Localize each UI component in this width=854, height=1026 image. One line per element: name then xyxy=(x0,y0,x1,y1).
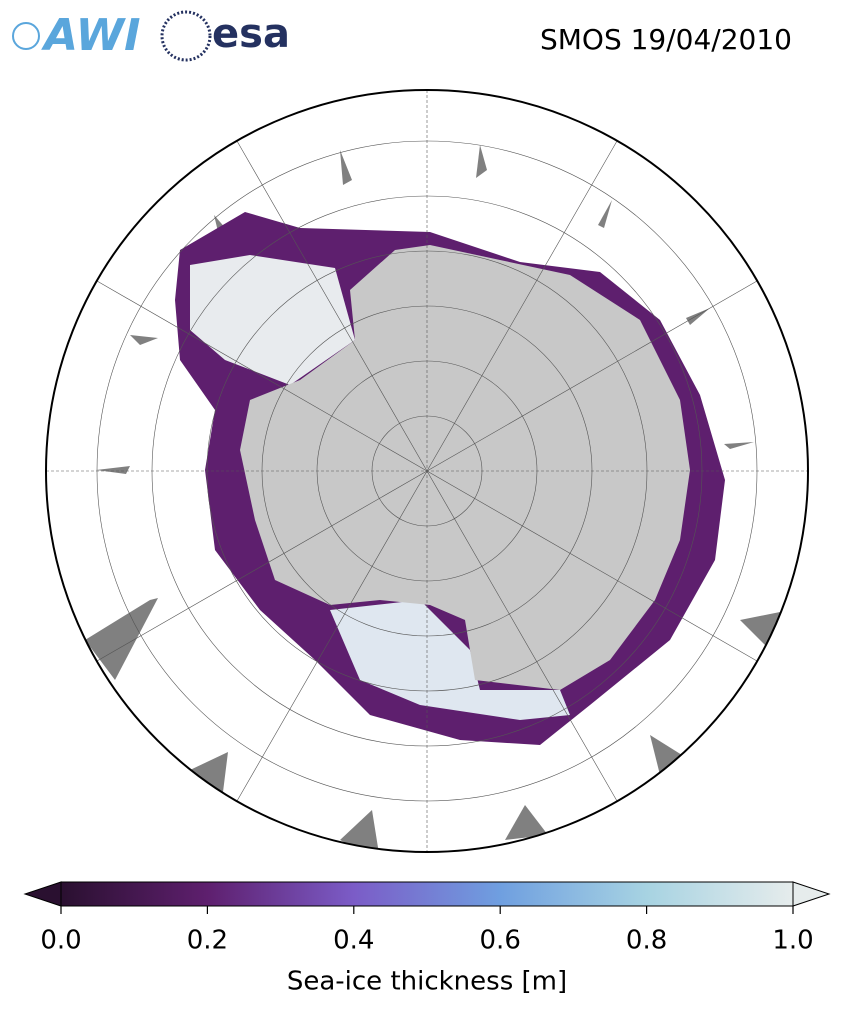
map xyxy=(46,90,808,852)
colorbar-label: Sea-ice thickness [m] xyxy=(287,967,567,997)
colorbar-tick-label: 0.2 xyxy=(187,926,228,956)
colorbar-tick-label: 0.4 xyxy=(333,926,374,956)
antarctica xyxy=(240,245,690,690)
graticule xyxy=(46,90,808,852)
map-title: SMOS 19/04/2010 xyxy=(540,23,792,56)
header: AWI esa SMOS 19/04/2010 xyxy=(12,10,792,62)
thick-ice-ross xyxy=(330,600,570,720)
colorbar-tick-label: 1.0 xyxy=(772,926,813,956)
colorbar-tick-label: 0.0 xyxy=(40,926,81,956)
colorbar-body xyxy=(60,881,794,907)
awi-logo: AWI xyxy=(41,10,141,61)
esa-emblem xyxy=(160,10,212,62)
colorbar-tick-label: 0.8 xyxy=(626,926,667,956)
colorbar-under xyxy=(23,881,62,907)
colorbar: Sea-ice thickness [m] 0.0 0.2 0.4 0.6 0.8 1.0 xyxy=(23,881,831,997)
esa-logo: esa xyxy=(212,11,290,57)
colorbar-over xyxy=(792,881,831,907)
map-boundary xyxy=(45,89,809,853)
colorbar-tick-label: 0.6 xyxy=(480,926,521,956)
awi-globe xyxy=(12,22,40,50)
thick-ice-weddell xyxy=(190,255,355,385)
